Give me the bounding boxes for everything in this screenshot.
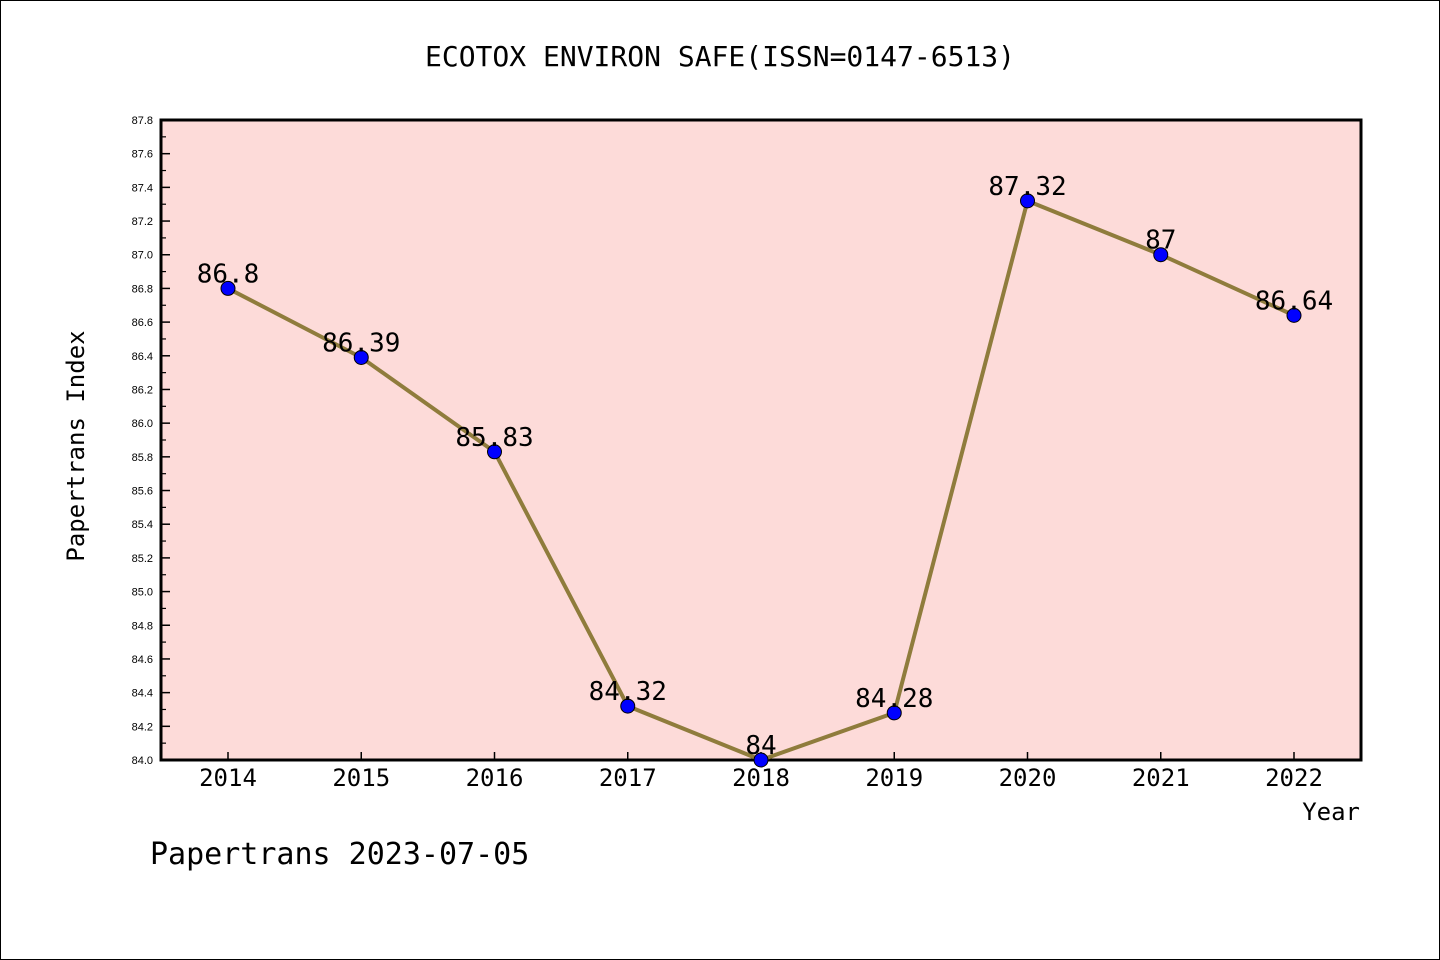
y-tick-label: 84.0 [132,755,153,767]
y-tick-label: 87.4 [132,182,153,194]
x-tick-label: 2015 [332,764,390,792]
x-tick-label: 2014 [199,764,257,792]
y-axis-label: Papertrans Index [62,330,90,561]
data-point [620,698,636,714]
y-tick-label: 87.8 [132,115,153,127]
y-tick-label: 87.6 [132,149,153,161]
y-tick-label: 84.8 [132,620,153,632]
series-line-group: 86.8 86.39 85.83 84.32 84 84.28 87.32 87 86.64 [197,172,1333,768]
y-tick-label: 86.6 [132,317,153,329]
y-tick-label: 86.2 [132,384,153,396]
data-label: 87.32 [988,172,1066,202]
y-tick-label: 86.4 [132,351,153,363]
plot-area [159,118,1363,762]
y-tick-label: 86.8 [132,283,153,295]
y-tick-label: 85.2 [132,553,153,565]
data-label: 84.28 [855,684,933,714]
y-tick-label: 84.2 [132,721,153,733]
x-tick-label: 2022 [1265,764,1323,792]
data-label: 84 [745,731,776,761]
data-label: 86.39 [322,328,400,358]
data-point [1020,193,1035,209]
y-tick-label: 84.6 [132,654,153,666]
data-point [353,349,369,365]
data-label: 85.83 [455,423,533,453]
x-tick-label: 2020 [999,764,1057,792]
x-tick-label: 2017 [599,764,657,792]
x-tick-label: 2021 [1132,764,1190,792]
data-label: 84.32 [589,677,667,707]
x-axis: 2014 2015 2016 2017 2018 2019 2020 2021 2022 [199,752,1323,792]
y-tick-label: 86.0 [132,418,153,430]
data-point [753,752,769,768]
data-point [220,280,236,296]
data-label: 87 [1145,226,1176,256]
y-tick-label: 85.0 [132,587,153,599]
x-tick-label: 2018 [732,764,790,792]
y-tick-label: 84.4 [132,688,153,700]
chart-title: ECOTOX ENVIRON SAFE(ISSN=0147-6513) [425,40,1015,73]
y-tick-label: 87.0 [132,250,153,262]
x-tick-label: 2016 [466,764,524,792]
data-point [487,444,502,460]
data-label: 86.64 [1255,286,1333,316]
footer-note: Papertrans 2023-07-05 [150,837,529,872]
data-point [1153,247,1169,263]
x-tick-label: 2019 [865,764,923,792]
y-tick-label: 85.8 [132,452,153,464]
data-point [1286,307,1302,323]
y-tick-label: 85.4 [132,519,153,531]
y-tick-label: 87.2 [132,216,153,228]
y-tick-label: 85.6 [132,486,153,498]
x-axis-label: Year [1302,798,1360,826]
data-point [886,705,902,721]
data-label: 86.8 [197,259,260,289]
y-axis: 84.0 84.2 84.4 84.6 84.8 85.0 85.2 85.4 85.6 85.8… [132,115,170,767]
